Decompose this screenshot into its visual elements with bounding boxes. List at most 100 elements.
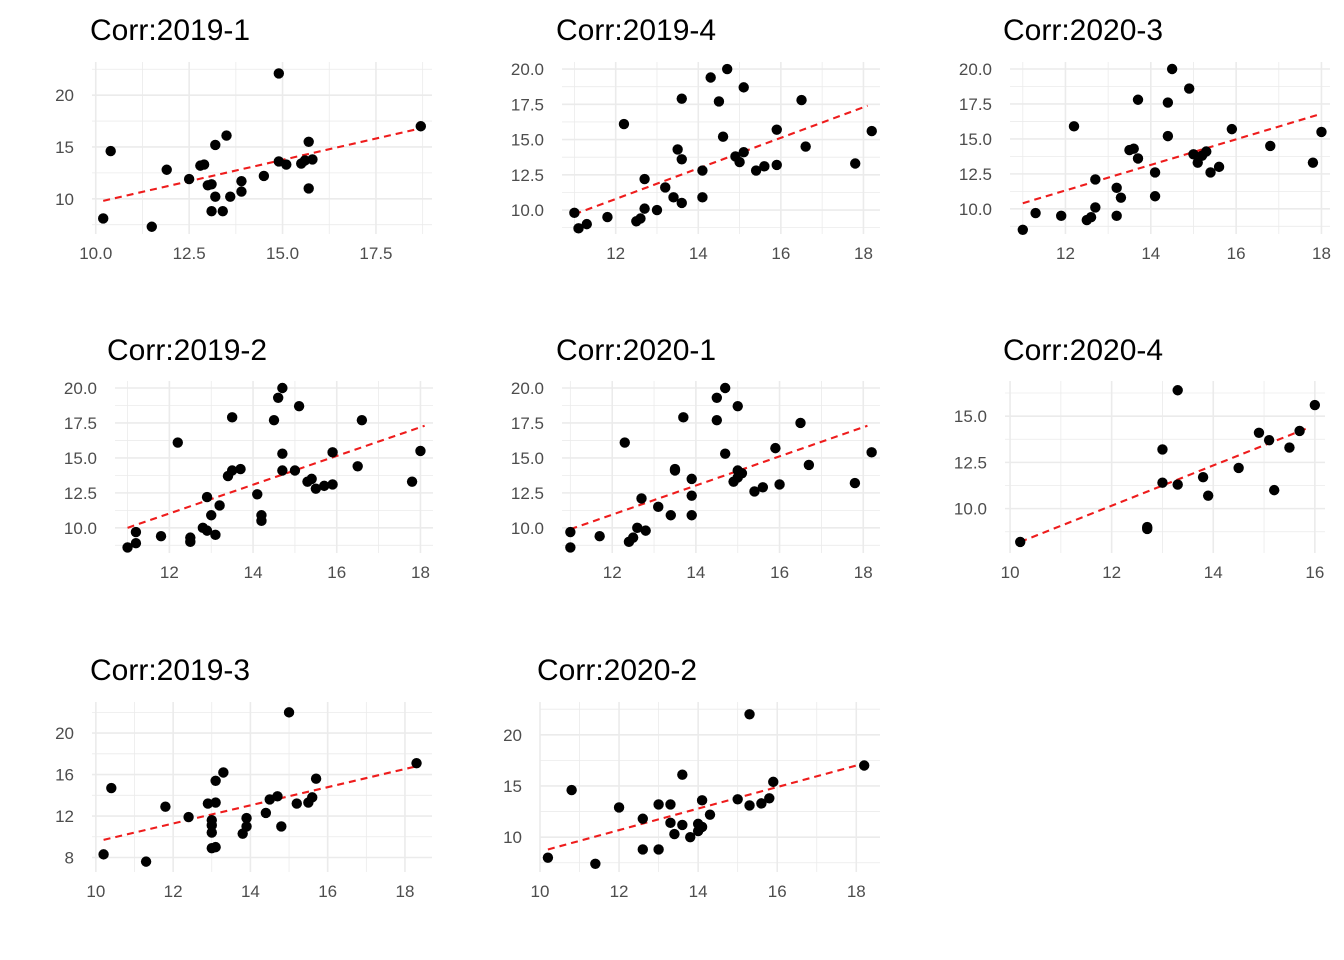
data-point	[161, 164, 172, 175]
y-tick-label: 20.0	[511, 60, 544, 79]
data-point	[653, 799, 664, 810]
data-point	[1157, 444, 1168, 455]
data-point	[1056, 210, 1067, 222]
data-point	[618, 118, 630, 130]
data-point	[327, 479, 338, 490]
data-point	[744, 709, 755, 720]
data-point	[310, 773, 322, 784]
data-point	[1132, 94, 1144, 105]
y-tick-label: 17.5	[64, 414, 97, 433]
data-point	[736, 468, 748, 479]
data-point	[677, 819, 688, 831]
y-tick-label: 15.0	[64, 449, 97, 468]
data-point	[202, 798, 214, 809]
data-point	[796, 94, 807, 106]
x-tick-label: 16	[327, 563, 346, 582]
data-point	[685, 831, 696, 843]
data-point	[566, 784, 577, 796]
data-point	[140, 856, 152, 867]
scatter-panel: 10.0 12.5 15.0 17.5 10 15 20 Corr:2019-1	[55, 14, 432, 263]
data-point	[732, 794, 743, 805]
data-point	[98, 213, 109, 224]
data-point	[406, 476, 418, 487]
data-point	[303, 136, 314, 147]
data-point	[183, 811, 194, 823]
y-tick-label: 8	[65, 848, 74, 867]
data-point	[669, 463, 681, 475]
data-point	[306, 473, 317, 485]
x-tick-label: 12	[603, 563, 622, 582]
data-point	[1294, 425, 1305, 437]
panel-title: Corr:2019-2	[107, 334, 267, 367]
data-point	[757, 482, 769, 493]
data-point	[771, 124, 782, 135]
x-tick-label: 14	[686, 563, 705, 582]
data-point	[711, 414, 723, 426]
data-point	[1309, 399, 1321, 411]
data-point	[866, 125, 877, 137]
data-point	[183, 173, 195, 185]
x-tick-label: 16	[768, 882, 787, 901]
panel-title: Corr:2019-3	[90, 654, 250, 687]
data-point	[771, 159, 782, 171]
trend-line	[574, 104, 868, 216]
data-point	[800, 141, 811, 152]
data-point	[206, 206, 217, 217]
data-point	[1017, 224, 1028, 236]
data-point	[172, 437, 183, 448]
data-point	[1142, 523, 1153, 535]
x-tick-label: 12	[164, 882, 183, 901]
data-point	[639, 173, 650, 185]
data-point	[627, 532, 639, 543]
data-point	[602, 211, 613, 223]
data-point	[310, 483, 322, 494]
y-tick-label: 10.0	[954, 500, 987, 519]
data-point	[206, 820, 217, 831]
data-point	[130, 526, 142, 538]
data-point	[241, 812, 252, 824]
trend-line	[103, 765, 417, 841]
x-tick-label: 16	[771, 244, 790, 263]
y-tick-label: 20.0	[959, 60, 992, 79]
data-point	[236, 186, 247, 197]
data-point	[1157, 477, 1168, 488]
data-point	[668, 192, 679, 203]
data-point	[319, 480, 330, 492]
data-point	[1111, 210, 1122, 222]
data-point	[849, 477, 861, 489]
x-tick-label: 14	[689, 882, 708, 901]
data-point	[1162, 97, 1174, 108]
y-tick-label: 20	[55, 86, 74, 105]
panel-title: Corr:2020-3	[1003, 14, 1163, 47]
data-point	[1172, 385, 1183, 396]
data-point	[277, 382, 288, 394]
y-tick-label: 16	[55, 766, 74, 785]
y-tick-label: 12.5	[959, 165, 992, 184]
data-point	[225, 191, 236, 202]
y-tick-label: 20.0	[64, 379, 97, 398]
data-point	[1149, 167, 1161, 178]
x-tick-label: 18	[854, 244, 873, 263]
data-point	[1085, 212, 1097, 223]
y-tick-label: 20.0	[511, 379, 544, 398]
data-point	[277, 465, 288, 476]
scatter-panel: 12 14 16 18 10.0 12.5 15.0 17.5 20.0 Corr:2019-4	[511, 14, 880, 263]
data-point	[210, 797, 221, 808]
y-tick-label: 10.0	[959, 200, 992, 219]
y-tick-label: 10.0	[64, 519, 97, 538]
data-point	[1213, 161, 1225, 173]
scatter-panel: 10 12 14 16 10.0 12.5 15.0 Corr:2020-4	[954, 334, 1325, 582]
data-point	[711, 392, 723, 403]
data-point	[283, 707, 295, 718]
data-point	[678, 412, 689, 423]
data-point	[676, 197, 687, 209]
data-point	[565, 542, 576, 553]
panel-title: Corr:2019-4	[556, 14, 716, 47]
y-tick-label: 17.5	[511, 414, 544, 433]
data-point	[759, 161, 770, 172]
panel-title: Corr:2020-4	[1003, 334, 1163, 367]
y-tick-label: 15.0	[954, 407, 987, 426]
data-point	[122, 542, 133, 553]
data-point	[221, 130, 232, 141]
data-point	[277, 448, 288, 459]
